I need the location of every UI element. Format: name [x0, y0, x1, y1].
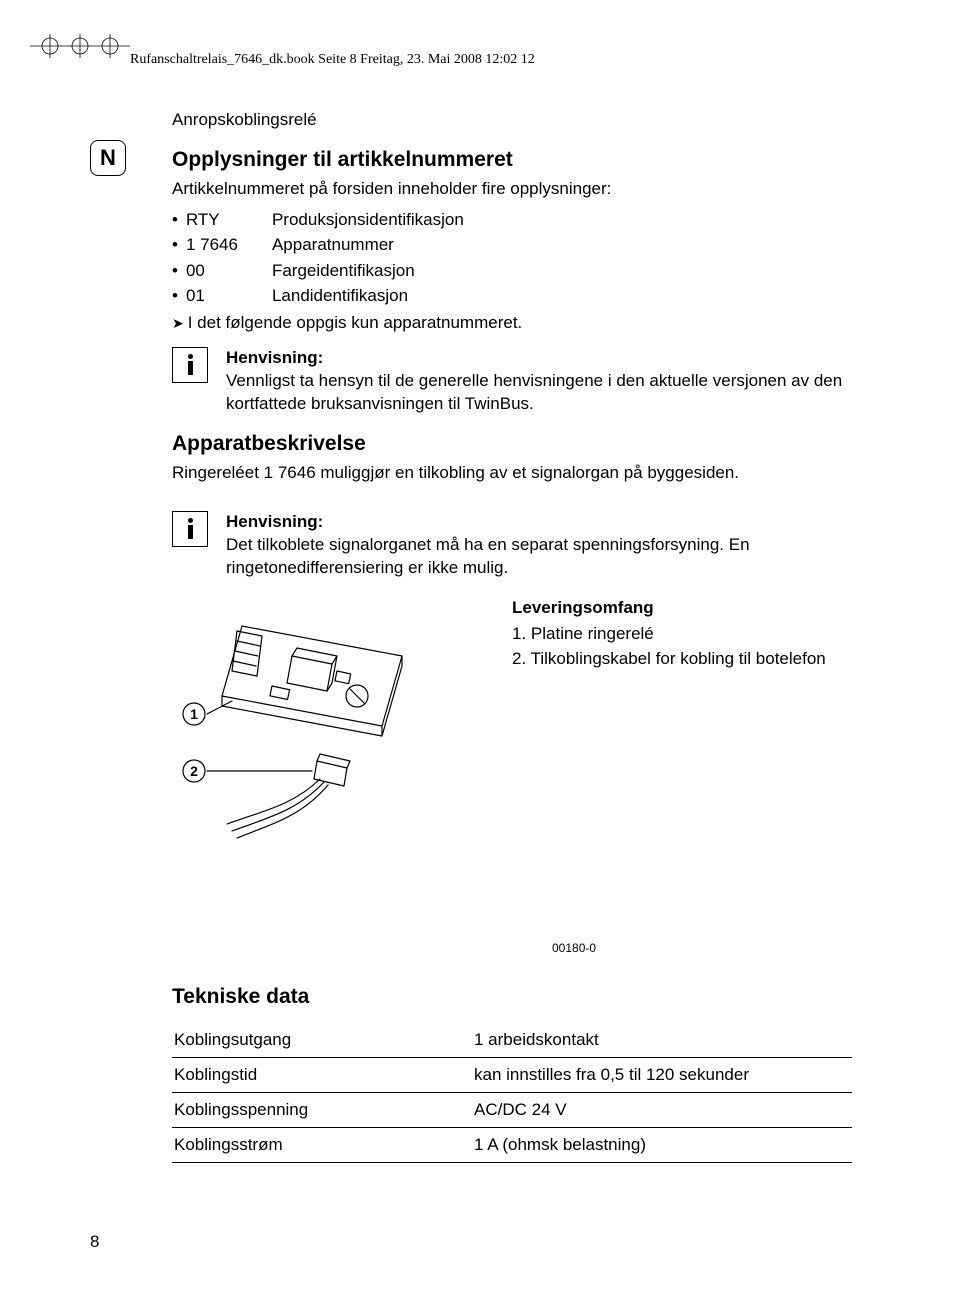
table-row: Koblingsstrøm 1 A (ohmsk belastning) — [172, 1127, 852, 1162]
callout-2: 2 — [190, 763, 198, 779]
article-number-list: RTY Produksjonsidentifikasjon 1 7646 App… — [172, 207, 870, 309]
note-title: Henvisning: — [226, 347, 870, 370]
tech-data-table: Koblingsutgang 1 arbeidskontakt Koblings… — [172, 1023, 852, 1163]
item-key: 01 — [186, 283, 272, 309]
list-item: 00 Fargeidentifikasjon — [172, 258, 870, 284]
document-title: Anropskoblingsrelé — [172, 110, 870, 130]
item-key: RTY — [186, 207, 272, 233]
spec-value: 1 A (ohmsk belastning) — [472, 1127, 852, 1162]
item-key: 00 — [186, 258, 272, 284]
figure-code: 00180-0 — [172, 941, 870, 955]
section-heading: Apparatbeskrivelse — [172, 432, 870, 456]
note-body: Det tilkoblete signalorganet må ha en se… — [226, 535, 750, 577]
info-text: Henvisning: Vennligst ta hensyn til de g… — [226, 347, 870, 416]
spec-value: AC/DC 24 V — [472, 1092, 852, 1127]
delivery-item: 2. Tilkoblingskabel for kobling til bote… — [512, 647, 826, 672]
product-illustration: 1 2 — [172, 596, 472, 851]
section-body: Ringereléet 1 7646 muliggjør en tilkobli… — [172, 462, 870, 485]
info-note: Henvisning: Det tilkoblete signalorganet… — [172, 511, 870, 580]
page-content: Anropskoblingsrelé Opplysninger til arti… — [90, 110, 870, 1163]
section-heading: Opplysninger til artikkelnummeret — [172, 148, 870, 172]
crop-marks — [20, 20, 140, 70]
table-row: Koblingsspenning AC/DC 24 V — [172, 1092, 852, 1127]
print-header: Rufanschaltrelais_7646_dk.book Seite 8 F… — [130, 52, 535, 68]
item-value: Apparatnummer — [272, 232, 394, 258]
tech-heading: Tekniske data — [172, 985, 870, 1009]
delivery-text: Leveringsomfang 1. Platine ringerelé 2. … — [512, 596, 826, 851]
table-row: Koblingsutgang 1 arbeidskontakt — [172, 1023, 852, 1058]
table-row: Koblingstid kan innstilles fra 0,5 til 1… — [172, 1057, 852, 1092]
arrow-note: I det følgende oppgis kun apparatnummere… — [172, 313, 870, 333]
spec-value: 1 arbeidskontakt — [472, 1023, 852, 1058]
list-item: 01 Landidentifikasjon — [172, 283, 870, 309]
info-text: Henvisning: Det tilkoblete signalorganet… — [226, 511, 870, 580]
callout-1: 1 — [190, 706, 198, 722]
item-value: Landidentifikasjon — [272, 283, 408, 309]
note-title: Henvisning: — [226, 511, 870, 534]
delivery-heading: Leveringsomfang — [512, 596, 826, 621]
info-note: Henvisning: Vennligst ta hensyn til de g… — [172, 347, 870, 416]
item-value: Fargeidentifikasjon — [272, 258, 415, 284]
spec-value: kan innstilles fra 0,5 til 120 sekunder — [472, 1057, 852, 1092]
item-value: Produksjonsidentifikasjon — [272, 207, 464, 233]
list-item: RTY Produksjonsidentifikasjon — [172, 207, 870, 233]
list-item: 1 7646 Apparatnummer — [172, 232, 870, 258]
delivery-section: 1 2 Leveringsomfang 1. Platine ringerelé… — [172, 596, 870, 851]
info-icon — [172, 347, 208, 383]
spec-key: Koblingsutgang — [172, 1023, 472, 1058]
spec-key: Koblingsstrøm — [172, 1127, 472, 1162]
delivery-item: 1. Platine ringerelé — [512, 622, 826, 647]
spec-key: Koblingstid — [172, 1057, 472, 1092]
page-number: 8 — [90, 1232, 99, 1252]
info-icon — [172, 511, 208, 547]
note-body: Vennligst ta hensyn til de generelle hen… — [226, 371, 842, 413]
section-intro: Artikkelnummeret på forsiden inneholder … — [172, 178, 870, 201]
item-key: 1 7646 — [186, 232, 272, 258]
spec-key: Koblingsspenning — [172, 1092, 472, 1127]
